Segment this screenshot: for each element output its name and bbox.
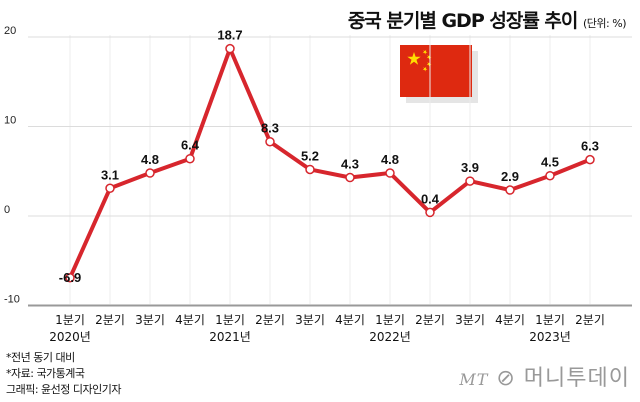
series-line (68, 46, 591, 279)
data-point (465, 176, 475, 186)
x-tick-label: 3분기 (295, 313, 325, 327)
x-tick-label: 1분기 (535, 313, 565, 327)
data-point (225, 43, 235, 54)
data-point (345, 172, 355, 183)
footnotes: *전년 동기 대비 *자료: 국가통계국 그래픽: 윤선정 디자인기자 (6, 350, 122, 398)
publisher-logo: MT ⊘ 머니투데이 (459, 366, 630, 391)
china-flag (400, 45, 472, 97)
data-label: 0.4 (421, 191, 440, 206)
data-point (545, 170, 555, 181)
x-year-label: 2020년 (49, 330, 91, 344)
data-point (145, 168, 155, 178)
data-label: -6.9 (59, 270, 81, 285)
x-tick-label: 4분기 (495, 313, 525, 327)
data-label: 2.9 (501, 169, 519, 184)
x-year-label: 2023년 (529, 330, 571, 344)
note-source: *자료: 국가통계국 (6, 367, 85, 380)
data-point (585, 154, 595, 165)
data-label: 3.9 (461, 160, 479, 175)
x-tick-label: 2분기 (255, 313, 285, 327)
note-credit: 그래픽: 윤선정 디자인기자 (6, 383, 122, 396)
data-label: 3.1 (101, 167, 119, 182)
data-label: 4.8 (141, 152, 159, 167)
data-label: 6.3 (581, 139, 599, 154)
data-point (505, 185, 515, 195)
y-tick-label: -10 (4, 294, 20, 306)
unit-label: (단위: %) (583, 17, 626, 30)
data-label: 8.3 (261, 121, 279, 136)
flag-star-icon (426, 54, 432, 60)
x-tick-label: 2분기 (95, 313, 125, 327)
y-tick-label: 0 (4, 204, 10, 216)
flag-star-icon (426, 61, 432, 67)
x-tick-label: 3분기 (455, 313, 485, 327)
data-label: 18.7 (217, 28, 242, 43)
flag-star-icon (407, 52, 421, 65)
data-point (305, 164, 315, 175)
data-point (385, 168, 395, 178)
note-basis: *전년 동기 대비 (6, 351, 75, 364)
data-point (265, 136, 275, 147)
x-tick-label: 1분기 (375, 313, 405, 327)
data-label: 4.3 (341, 157, 359, 172)
data-label: 4.8 (381, 152, 399, 167)
x-tick-label: 2분기 (575, 313, 605, 327)
data-label: 5.2 (301, 148, 319, 163)
data-point (185, 153, 195, 164)
data-point (105, 183, 115, 194)
data-label: 6.4 (181, 138, 200, 153)
x-tick-label: 4분기 (335, 313, 365, 327)
y-tick-label: 10 (4, 115, 16, 127)
x-tick-label: 1분기 (215, 313, 245, 327)
x-year-label: 2021년 (209, 330, 251, 344)
flag-star-icon (422, 66, 428, 72)
flag-star-icon (422, 49, 428, 55)
data-point (425, 207, 435, 218)
chart-title: 중국 분기별 GDP 성장률 추이 (단위: %) (347, 10, 627, 32)
data-label: 4.5 (541, 155, 559, 170)
x-tick-label: 4분기 (175, 313, 205, 327)
x-tick-label: 2분기 (415, 313, 445, 327)
data-point (65, 273, 75, 283)
x-tick-label: 3분기 (135, 313, 165, 327)
x-tick-label: 1분기 (55, 313, 85, 327)
x-year-label: 2022년 (369, 330, 411, 344)
y-tick-label: 20 (4, 25, 16, 37)
